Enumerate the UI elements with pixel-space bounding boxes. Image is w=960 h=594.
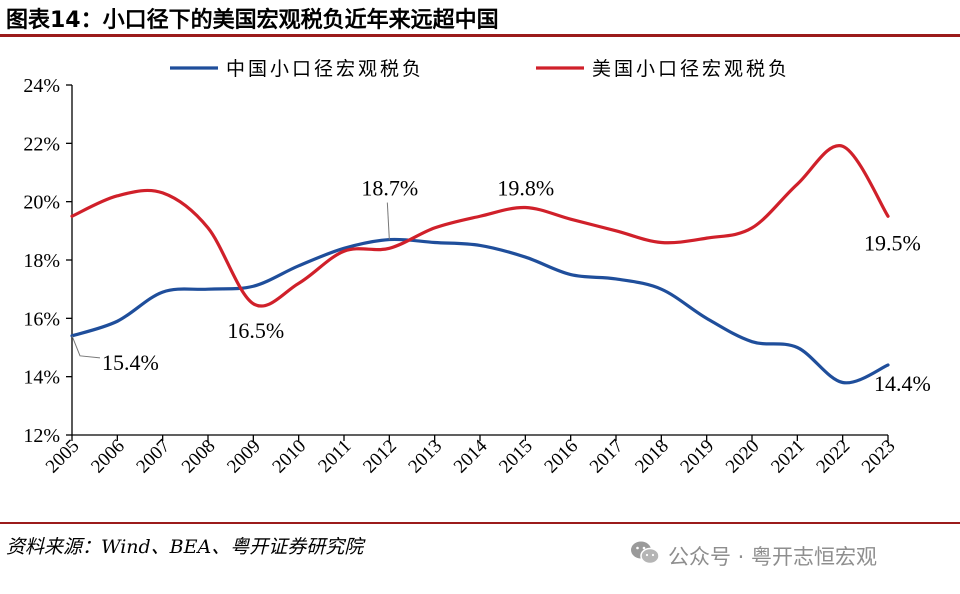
data-label: 19.8% [497, 176, 554, 201]
footer-divider [0, 522, 960, 524]
data-label: 15.4% [102, 350, 159, 375]
line-chart: 中国小口径宏观税负 美国小口径宏观税负 12% 14% 16% 18% 20% 22% 24%… [23, 58, 931, 477]
title-divider [0, 34, 960, 37]
x-tick-label: 2008 [178, 436, 220, 478]
y-tick-label: 16% [23, 308, 60, 330]
x-tick-label: 2020 [722, 436, 764, 478]
legend-label: 美国小口径宏观税负 [592, 58, 790, 80]
x-tick-label: 2006 [87, 436, 129, 478]
annotation-leader [71, 335, 101, 359]
y-tick-label: 18% [23, 250, 60, 272]
x-tick-label: 2007 [132, 436, 174, 478]
series-line-usa [70, 144, 890, 308]
chart-legend: 中国小口径宏观税负 美国小口径宏观税负 [170, 58, 790, 80]
y-tick-label: 12% [23, 425, 60, 447]
x-tick-label: 2017 [586, 436, 628, 478]
source-note: 资料来源：Wind、BEA、粤开证券研究院 [6, 536, 364, 558]
x-tick-label: 2021 [767, 436, 809, 478]
y-tick-label: 22% [23, 133, 60, 155]
x-tick-label: 2010 [268, 436, 310, 478]
x-tick-label: 2014 [450, 435, 492, 477]
x-tick-label: 2023 [858, 436, 900, 478]
legend-label: 中国小口径宏观税负 [226, 58, 424, 80]
chart-series [70, 144, 890, 385]
series-line-china [70, 237, 890, 385]
page-title: 图表14：小口径下的美国宏观税负近年来远超中国 [6, 8, 499, 33]
x-tick-label: 2022 [812, 436, 854, 478]
watermark-text: 公众号 · 粤开志恒宏观 [668, 544, 878, 569]
data-label: 19.5% [864, 230, 921, 255]
wechat-icon [630, 540, 660, 571]
x-tick-label: 2015 [495, 436, 537, 478]
y-tick-label: 14% [23, 367, 60, 389]
x-tick-label: 2012 [359, 436, 401, 478]
data-label: 18.7% [361, 176, 418, 201]
watermark: 公众号 · 粤开志恒宏观 [630, 540, 877, 571]
x-tick-label: 2018 [631, 436, 673, 478]
annotation-leader [386, 202, 390, 240]
y-tick-label: 20% [23, 192, 60, 214]
x-tick-label: 2016 [540, 436, 582, 478]
x-tick-label: 2009 [223, 436, 265, 478]
chart-axes: 12%14%16%18%20%22%24%2005 2006 2007 2008 200… [23, 75, 899, 477]
x-tick-label: 2011 [314, 436, 355, 477]
data-label: 14.4% [874, 371, 931, 396]
x-tick-label: 2019 [676, 436, 718, 478]
data-label: 16.5% [227, 318, 284, 343]
y-tick-label: 24% [23, 75, 60, 97]
x-tick-label: 2013 [404, 436, 446, 478]
chart-annotations: 15.4% 16.5% 18.7% 19.8% 19.5% 14.4% [71, 176, 931, 396]
